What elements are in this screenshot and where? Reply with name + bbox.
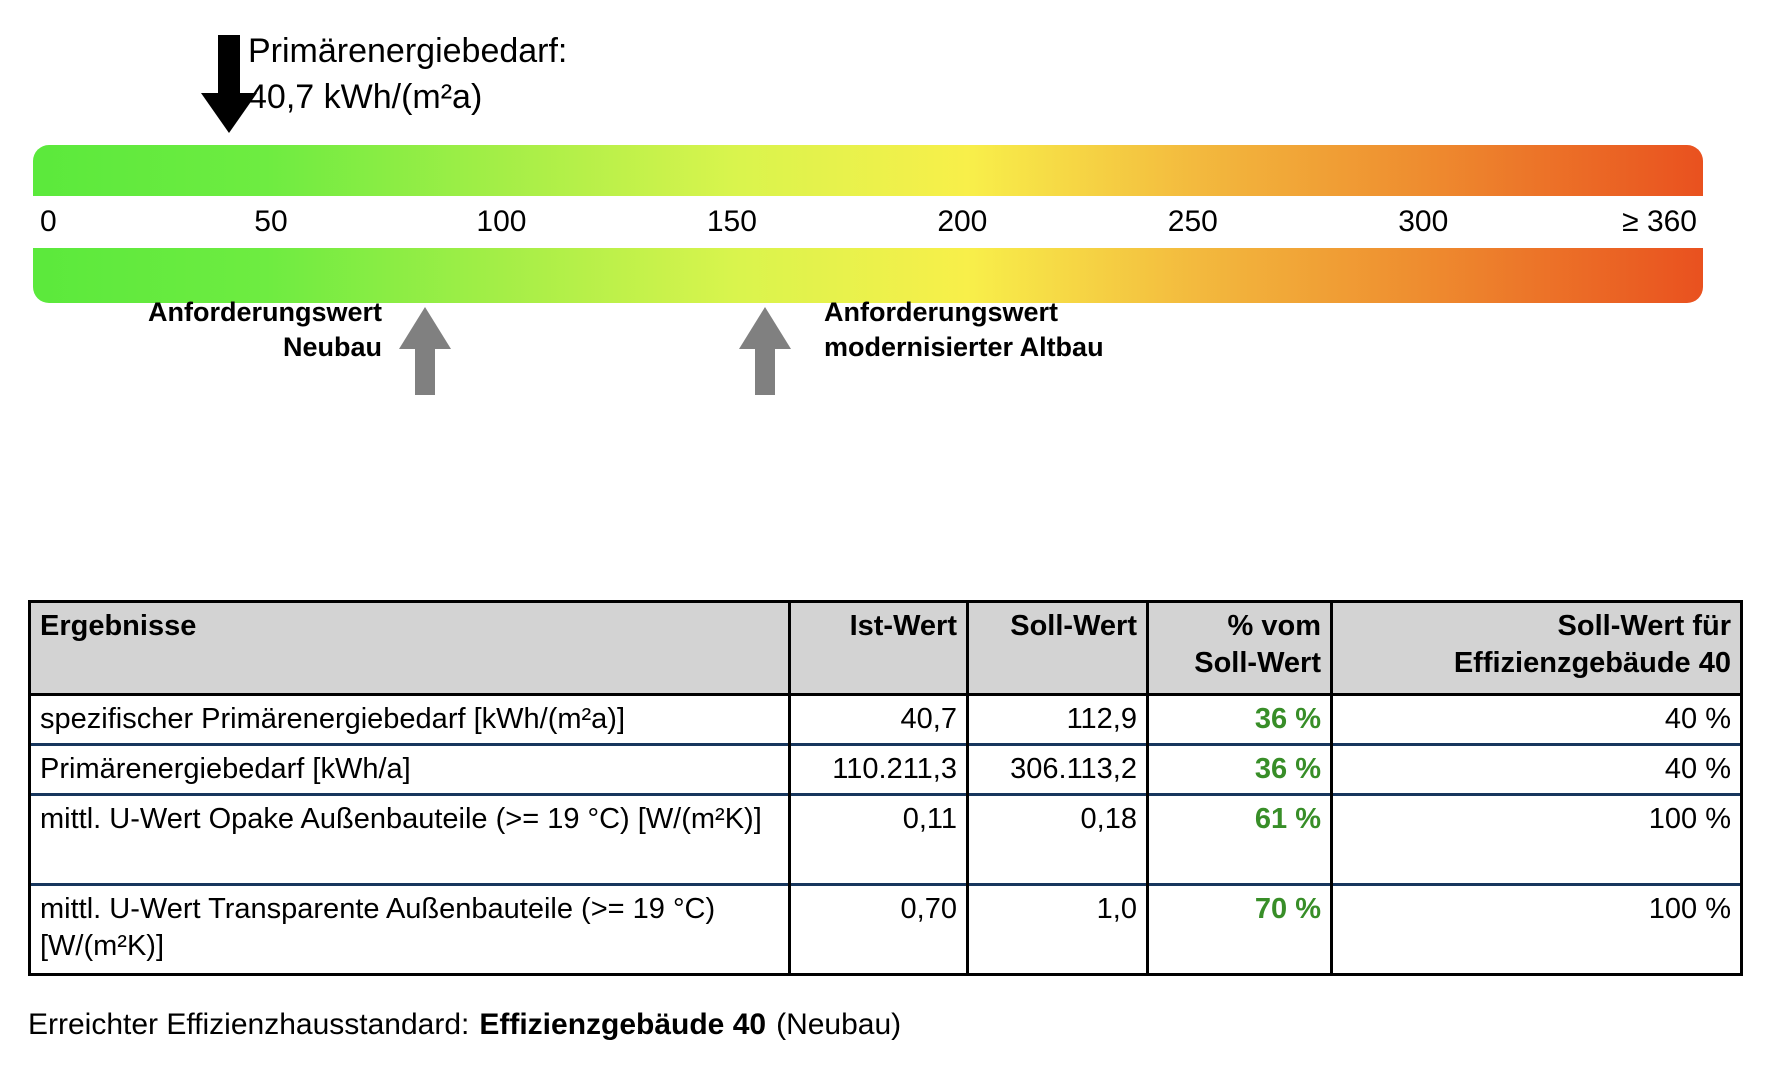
efficiency-standard-prefix: Erreichter Effizienzhausstandard: (28, 1008, 470, 1041)
header-eg40-line1: Soll-Wert für (1557, 610, 1731, 642)
table-row: spezifischer Primärenergiebedarf [kWh/(m… (28, 694, 1743, 745)
primary-energy-value: 40,7 kWh/(m²a) (248, 78, 483, 116)
ist-value: 40,7 (788, 694, 969, 745)
table-row: Primärenergiebedarf [kWh/a] 110.211,3 30… (28, 743, 1743, 795)
efficiency-standard-line: Erreichter Effizienzhausstandard: Effizie… (28, 1008, 901, 1042)
soll40-value: 100 % (1330, 883, 1743, 976)
energy-scale-bar-bottom (33, 248, 1703, 303)
neubau-requirement-label: Anforderungswert Neubau (82, 295, 382, 365)
tick-50: 50 (254, 205, 288, 238)
tick-0: 0 (40, 205, 57, 238)
altbau-label-line1: Anforderungswert (824, 297, 1059, 327)
header-soll-wert-eg40: Soll-Wert für Effizienzgebäude 40 (1330, 600, 1743, 696)
header-soll-wert: Soll-Wert (966, 600, 1149, 696)
arrow-head (398, 307, 451, 349)
energy-scale: 0 50 100 150 200 250 300 ≥ 360 (33, 145, 1703, 303)
soll40-value: 40 % (1330, 743, 1743, 795)
ist-value: 0,11 (788, 793, 969, 885)
arrow-head (739, 307, 792, 349)
energy-scale-bar-top (33, 145, 1703, 196)
soll-value: 306.113,2 (966, 743, 1149, 795)
efficiency-standard-value: Effizienzgebäude 40 (479, 1008, 767, 1041)
tick-360: ≥ 360 (1622, 205, 1697, 238)
ist-value: 110.211,3 (788, 743, 969, 795)
header-ergebnisse: Ergebnisse (28, 600, 791, 696)
soll-value: 0,18 (966, 793, 1149, 885)
header-eg40-line2: Effizienzgebäude 40 (1453, 647, 1731, 679)
arrow-shaft (755, 349, 776, 395)
soll40-value: 40 % (1330, 694, 1743, 745)
efficiency-standard-suffix: (Neubau) (776, 1008, 902, 1041)
arrow-shaft (414, 349, 435, 395)
header-pct-line1: % vom (1227, 610, 1321, 642)
row-label: Primärenergiebedarf [kWh/a] (28, 743, 791, 795)
primary-energy-title: Primärenergiebedarf: 40,7 kWh/(m²a) (248, 28, 567, 120)
header-pct-line2: Soll-Wert (1194, 647, 1321, 679)
results-table: Ergebnisse Ist-Wert Soll-Wert % vom Soll-… (28, 600, 1743, 976)
tick-150: 150 (706, 205, 757, 238)
soll-value: 112,9 (966, 694, 1149, 745)
pct-value: 36 % (1146, 694, 1333, 745)
neubau-requirement-arrow-icon (398, 307, 451, 395)
primary-energy-title-line1: Primärenergiebedarf: (248, 32, 568, 70)
energy-scale-tick-band: 0 50 100 150 200 250 300 ≥ 360 (33, 196, 1703, 248)
altbau-requirement-label: Anforderungswert modernisierter Altbau (824, 295, 1104, 365)
pct-value: 61 % (1146, 793, 1333, 885)
header-pct-vom-soll-wert: % vom Soll-Wert (1146, 600, 1333, 696)
tick-250: 250 (1167, 205, 1218, 238)
altbau-label-line2: modernisierter Altbau (824, 332, 1104, 362)
ist-value: 0,70 (788, 883, 969, 976)
neubau-label-line1: Anforderungswert (147, 297, 382, 327)
table-row: mittl. U-Wert Transparente Außenbauteile… (28, 883, 1743, 976)
pct-value: 70 % (1146, 883, 1333, 976)
soll-value: 1,0 (966, 883, 1149, 976)
arrow-shaft (218, 35, 241, 93)
neubau-label-line2: Neubau (282, 332, 382, 362)
row-label: mittl. U-Wert Opake Außenbauteile (>= 19… (28, 793, 791, 885)
tick-200: 200 (937, 205, 988, 238)
tick-300: 300 (1398, 205, 1449, 238)
tick-100: 100 (476, 205, 527, 238)
row-label: spezifischer Primärenergiebedarf [kWh/(m… (28, 694, 791, 745)
soll40-value: 100 % (1330, 793, 1743, 885)
table-row: mittl. U-Wert Opake Außenbauteile (>= 19… (28, 793, 1743, 885)
header-ist-wert: Ist-Wert (788, 600, 969, 696)
row-label: mittl. U-Wert Transparente Außenbauteile… (28, 883, 791, 976)
altbau-requirement-arrow-icon (739, 307, 792, 395)
table-header-row: Ergebnisse Ist-Wert Soll-Wert % vom Soll-… (28, 600, 1743, 696)
pct-value: 36 % (1146, 743, 1333, 795)
